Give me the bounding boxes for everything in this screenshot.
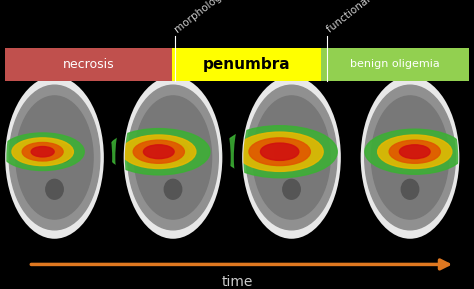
Text: time: time <box>221 275 253 289</box>
Ellipse shape <box>16 96 93 219</box>
Ellipse shape <box>246 85 337 230</box>
Ellipse shape <box>31 147 54 157</box>
Ellipse shape <box>122 135 196 168</box>
Ellipse shape <box>411 145 427 162</box>
Ellipse shape <box>133 140 184 163</box>
FancyBboxPatch shape <box>172 48 320 81</box>
Ellipse shape <box>242 78 341 237</box>
Ellipse shape <box>378 135 452 168</box>
Ellipse shape <box>360 78 460 237</box>
Text: necrosis: necrosis <box>63 58 114 71</box>
Ellipse shape <box>1 133 84 171</box>
FancyBboxPatch shape <box>320 48 469 81</box>
Ellipse shape <box>46 179 63 199</box>
Ellipse shape <box>293 145 308 162</box>
Text: functional treshold: functional treshold <box>325 0 408 35</box>
Ellipse shape <box>372 96 448 219</box>
Ellipse shape <box>128 85 219 230</box>
Ellipse shape <box>236 132 323 171</box>
Ellipse shape <box>407 147 413 155</box>
Ellipse shape <box>164 179 182 199</box>
Ellipse shape <box>108 129 210 175</box>
Ellipse shape <box>222 126 337 178</box>
Ellipse shape <box>22 142 63 161</box>
Ellipse shape <box>56 145 71 162</box>
Ellipse shape <box>283 179 300 199</box>
Ellipse shape <box>9 85 100 230</box>
Text: benign oligemia: benign oligemia <box>350 59 440 69</box>
Ellipse shape <box>400 145 430 159</box>
Text: morphological treshold: morphological treshold <box>173 0 274 35</box>
Ellipse shape <box>5 78 104 237</box>
Ellipse shape <box>144 145 174 159</box>
Ellipse shape <box>38 145 53 162</box>
Ellipse shape <box>170 147 176 155</box>
Text: penumbra: penumbra <box>202 57 290 72</box>
Ellipse shape <box>135 96 211 219</box>
Ellipse shape <box>249 138 310 166</box>
Ellipse shape <box>393 145 409 162</box>
Ellipse shape <box>365 129 465 174</box>
Ellipse shape <box>275 145 290 162</box>
Ellipse shape <box>253 96 330 219</box>
Ellipse shape <box>156 145 172 162</box>
Ellipse shape <box>174 145 190 162</box>
FancyBboxPatch shape <box>5 48 172 81</box>
Ellipse shape <box>401 179 419 199</box>
Ellipse shape <box>12 138 73 166</box>
Ellipse shape <box>260 143 299 160</box>
Ellipse shape <box>389 140 440 163</box>
Ellipse shape <box>288 147 295 155</box>
Ellipse shape <box>365 85 456 230</box>
Ellipse shape <box>123 78 223 237</box>
Ellipse shape <box>51 147 58 155</box>
